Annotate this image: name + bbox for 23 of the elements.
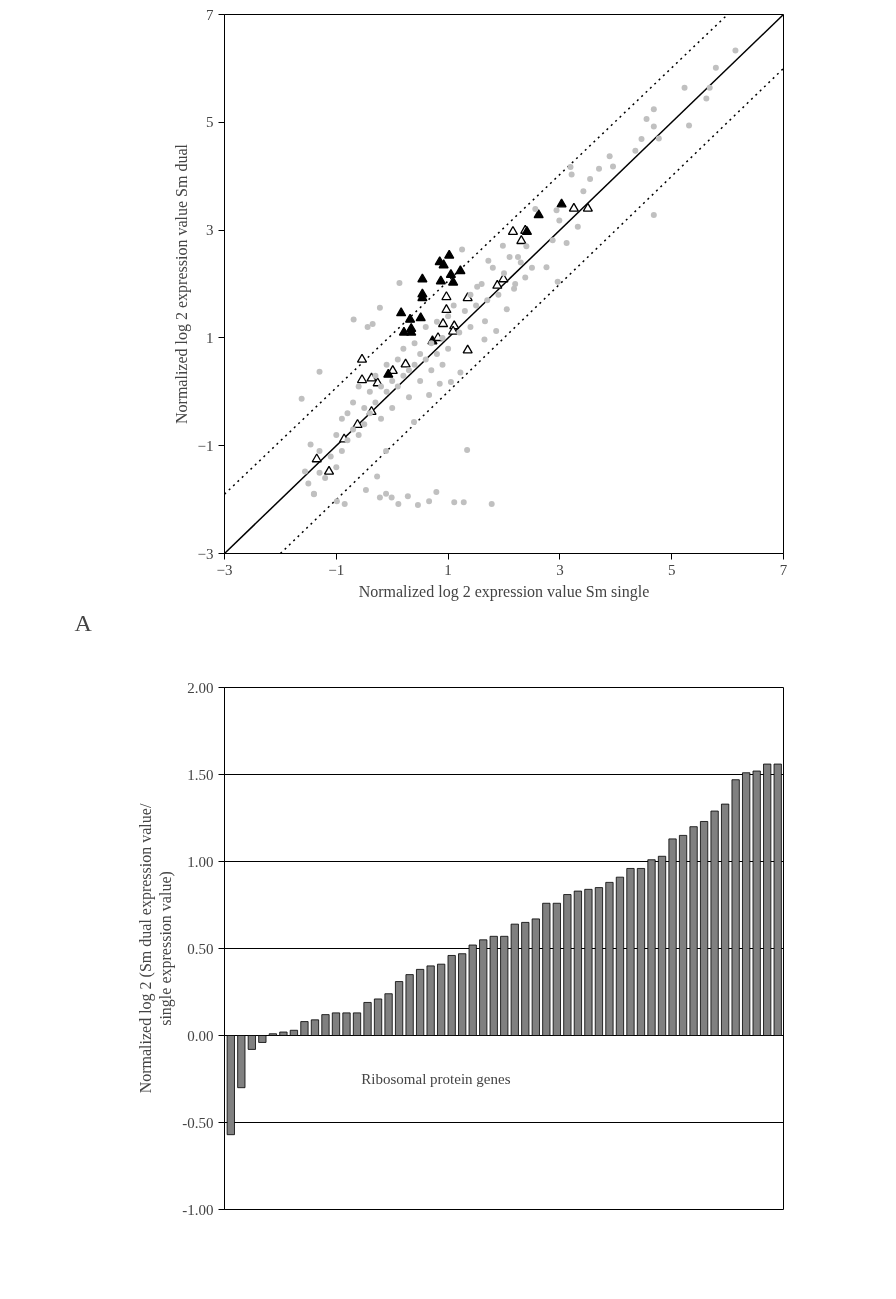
y-tick-label: 7 (206, 6, 214, 23)
y-tick-label: 0.00 (187, 1027, 214, 1044)
x-tick-label: 7 (779, 561, 788, 578)
x-tick-label: 1 (444, 561, 452, 578)
y-axis-title: Normalized log 2 (Sm dual expression value/ single expression value) (136, 803, 176, 1094)
y-axis-title: Normalized log 2 expression value Sm dual (172, 143, 191, 424)
y-tick-label: 1 (206, 329, 214, 346)
y-tick-label: 1.00 (187, 853, 214, 870)
x-tick-label: −1 (328, 561, 345, 578)
x-tick-label: 3 (556, 561, 564, 578)
x-axis-title: Normalized log 2 expression value Sm single (358, 582, 650, 601)
y-tick-label: -1.00 (182, 1201, 214, 1218)
x-tick-label: 5 (667, 561, 676, 578)
text: A (74, 609, 93, 636)
y-tick-label: −1 (197, 437, 214, 454)
y-tick-label: −3 (197, 545, 214, 562)
y-tick-label: 5 (206, 114, 214, 131)
y-tick-label: 0.50 (187, 940, 214, 957)
y-tick-label: 3 (206, 222, 214, 239)
annotation: Ribosomal protein genes (361, 1071, 511, 1087)
y-tick-label: -0.50 (182, 1114, 214, 1131)
y-tick-label: 2.00 (187, 679, 214, 696)
y-tick-label: 1.50 (187, 766, 214, 783)
